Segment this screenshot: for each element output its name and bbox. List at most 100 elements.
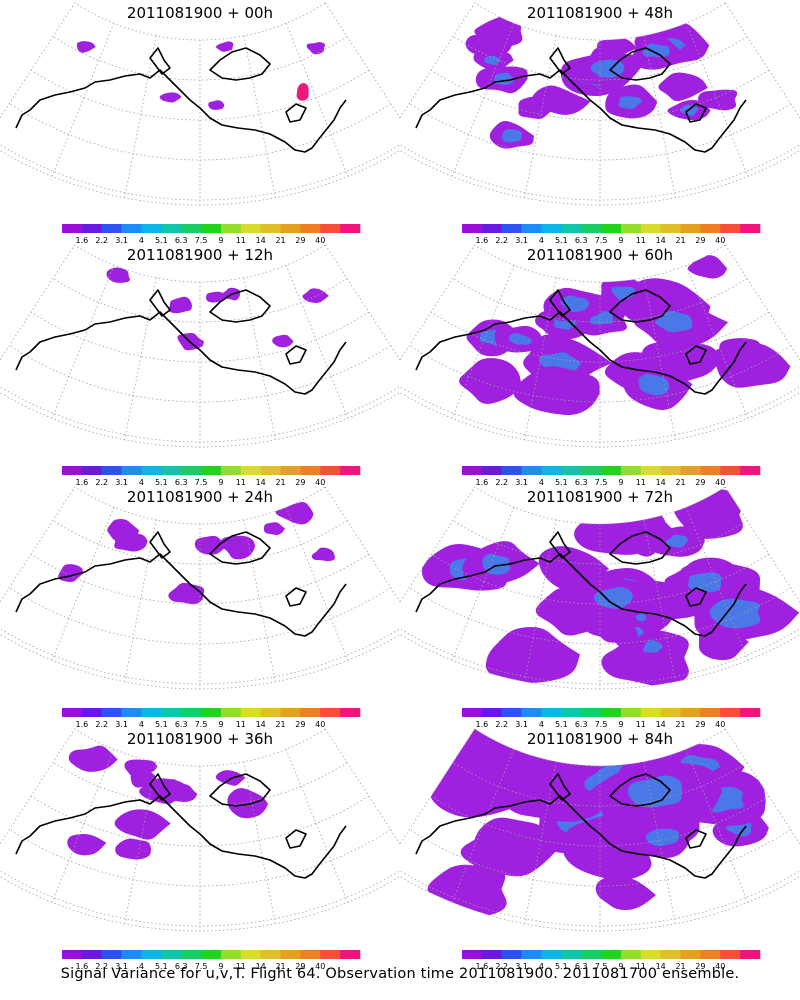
variance-region-high — [709, 598, 761, 629]
variance-region-high — [642, 640, 663, 653]
colorbar-tick-label: 21 — [275, 236, 286, 245]
colorbar-swatch — [541, 466, 562, 475]
colorbar-tick-label: 11 — [235, 720, 246, 729]
colorbar-tick-label: 21 — [675, 478, 686, 487]
colorbar-swatch — [181, 950, 202, 959]
coastline — [15, 311, 347, 395]
colorbar-tick-label: 6.3 — [174, 478, 188, 487]
colorbar-tick-label: 5.1 — [154, 478, 168, 487]
variance-region-high — [655, 310, 693, 333]
colorbar-swatch — [601, 224, 622, 233]
variance-region — [658, 72, 708, 102]
colorbar-swatch — [101, 224, 122, 233]
colorbar-swatch — [700, 224, 721, 233]
colorbar-tick-label: 11 — [635, 478, 646, 487]
colorbar-swatch — [181, 708, 202, 717]
colorbar-tick-label: 9 — [218, 236, 224, 245]
variance-region — [227, 788, 268, 819]
colorbar-tick-label: 4 — [538, 720, 544, 729]
colorbar-tick-label: 3.1 — [115, 962, 128, 971]
coastline — [15, 69, 347, 153]
colorbar-tick-label: 7.5 — [194, 720, 208, 729]
colorbar-swatch — [240, 224, 261, 233]
colorbar-tick-label: 6.3 — [574, 236, 588, 245]
variance-map — [0, 2, 400, 233]
colorbar-tick-label: 40 — [715, 720, 726, 729]
colorbar-tick-label: 6.3 — [174, 962, 188, 971]
variance-region — [68, 745, 118, 772]
map-panel: 2011081900 + 24h 1.6 2.2 3.1 4 5.1 6.3 7.5 9 11 14… — [0, 484, 400, 729]
colorbar-swatch — [620, 950, 642, 959]
variance-region-high — [627, 775, 683, 808]
coastline — [209, 531, 271, 565]
variance-region-high — [593, 587, 634, 609]
colorbar-swatch — [141, 708, 162, 717]
colorbar-swatch — [81, 224, 103, 233]
colorbar-tick-label: 14 — [655, 236, 666, 245]
variance-region — [459, 357, 521, 404]
colorbar-tick-label: 1.6 — [75, 720, 89, 729]
colorbar-ticks: 1.6 2.2 3.1 4 5.1 6.3 7.5 9 11 14 21 29 40 — [0, 726, 400, 971]
colorbar-swatch — [680, 224, 701, 233]
colorbar-swatch — [121, 950, 142, 959]
panel-title: 2011081900 + 72h — [526, 488, 674, 506]
colorbar-swatch — [660, 950, 681, 959]
colorbar-swatch — [240, 950, 261, 959]
colorbar-ticks: 1.6 2.2 3.1 4 5.1 6.3 7.5 9 11 14 21 29 40 — [0, 242, 400, 487]
variance-region — [697, 89, 738, 111]
colorbar-swatch — [521, 466, 542, 475]
colorbar-swatch — [220, 466, 242, 475]
colorbar-swatch — [201, 224, 222, 233]
colorbar-tick-label: 9 — [218, 478, 224, 487]
colorbar-tick-label: 1.6 — [75, 478, 89, 487]
colorbar-swatch — [201, 950, 222, 959]
coastline — [285, 103, 307, 123]
colorbar-swatch — [601, 466, 622, 475]
colorbar-swatch — [640, 466, 661, 475]
colorbar-tick-label: 5.1 — [154, 720, 168, 729]
colorbar-tick-label: 14 — [655, 478, 666, 487]
coastline — [285, 587, 307, 607]
colorbar-tick-label: 7.5 — [194, 478, 208, 487]
colorbar-tick-label: 11 — [635, 962, 646, 971]
colorbar-swatch — [62, 224, 83, 233]
colorbar-swatch — [320, 466, 341, 475]
colorbar-tick-label: 11 — [635, 720, 646, 729]
colorbar-tick-label: 5.1 — [154, 962, 168, 971]
colorbar-tick-label: 3.1 — [115, 720, 128, 729]
colorbar-ticks: 1.6 2.2 3.1 4 5.1 6.3 7.5 9 11 14 21 29 40 — [400, 726, 800, 971]
colorbar-tick-label: 40 — [315, 720, 326, 729]
panel-title: 2011081900 + 36h — [126, 730, 274, 748]
variance-region — [513, 366, 600, 416]
colorbar-swatch — [121, 466, 142, 475]
colorbar-swatch — [720, 224, 741, 233]
colorbar-swatch — [240, 708, 261, 717]
variance-map — [400, 2, 800, 233]
variance-region — [306, 42, 326, 55]
variance-region — [115, 838, 151, 860]
colorbar-swatch — [260, 950, 281, 959]
colorbar-tick-label: 9 — [618, 478, 624, 487]
colorbar-tick-label: 29 — [695, 478, 706, 487]
variance-region — [272, 334, 294, 348]
colorbar-tick-label: 9 — [618, 962, 624, 971]
colorbar-tick-label: 29 — [295, 236, 306, 245]
colorbar-swatch — [101, 708, 122, 717]
colorbar-swatch — [181, 466, 202, 475]
colorbar-tick-label: 29 — [695, 962, 706, 971]
colorbar-swatch — [240, 466, 261, 475]
coastline — [415, 69, 747, 153]
colorbar-swatch — [220, 950, 242, 959]
variance-region — [106, 267, 130, 283]
colorbar-swatch — [300, 224, 321, 233]
colorbar-swatch — [660, 466, 681, 475]
colorbar-tick-label: 11 — [235, 962, 246, 971]
colorbar-swatch — [740, 466, 761, 475]
colorbar-swatch — [501, 466, 522, 475]
colorbar-tick-label: 21 — [275, 720, 286, 729]
colorbar-tick-label: 1.6 — [475, 720, 489, 729]
coastline — [15, 795, 347, 879]
colorbar-tick-label: 5.1 — [554, 236, 568, 245]
colorbar-tick-label: 4 — [138, 236, 144, 245]
coastline — [609, 531, 671, 565]
